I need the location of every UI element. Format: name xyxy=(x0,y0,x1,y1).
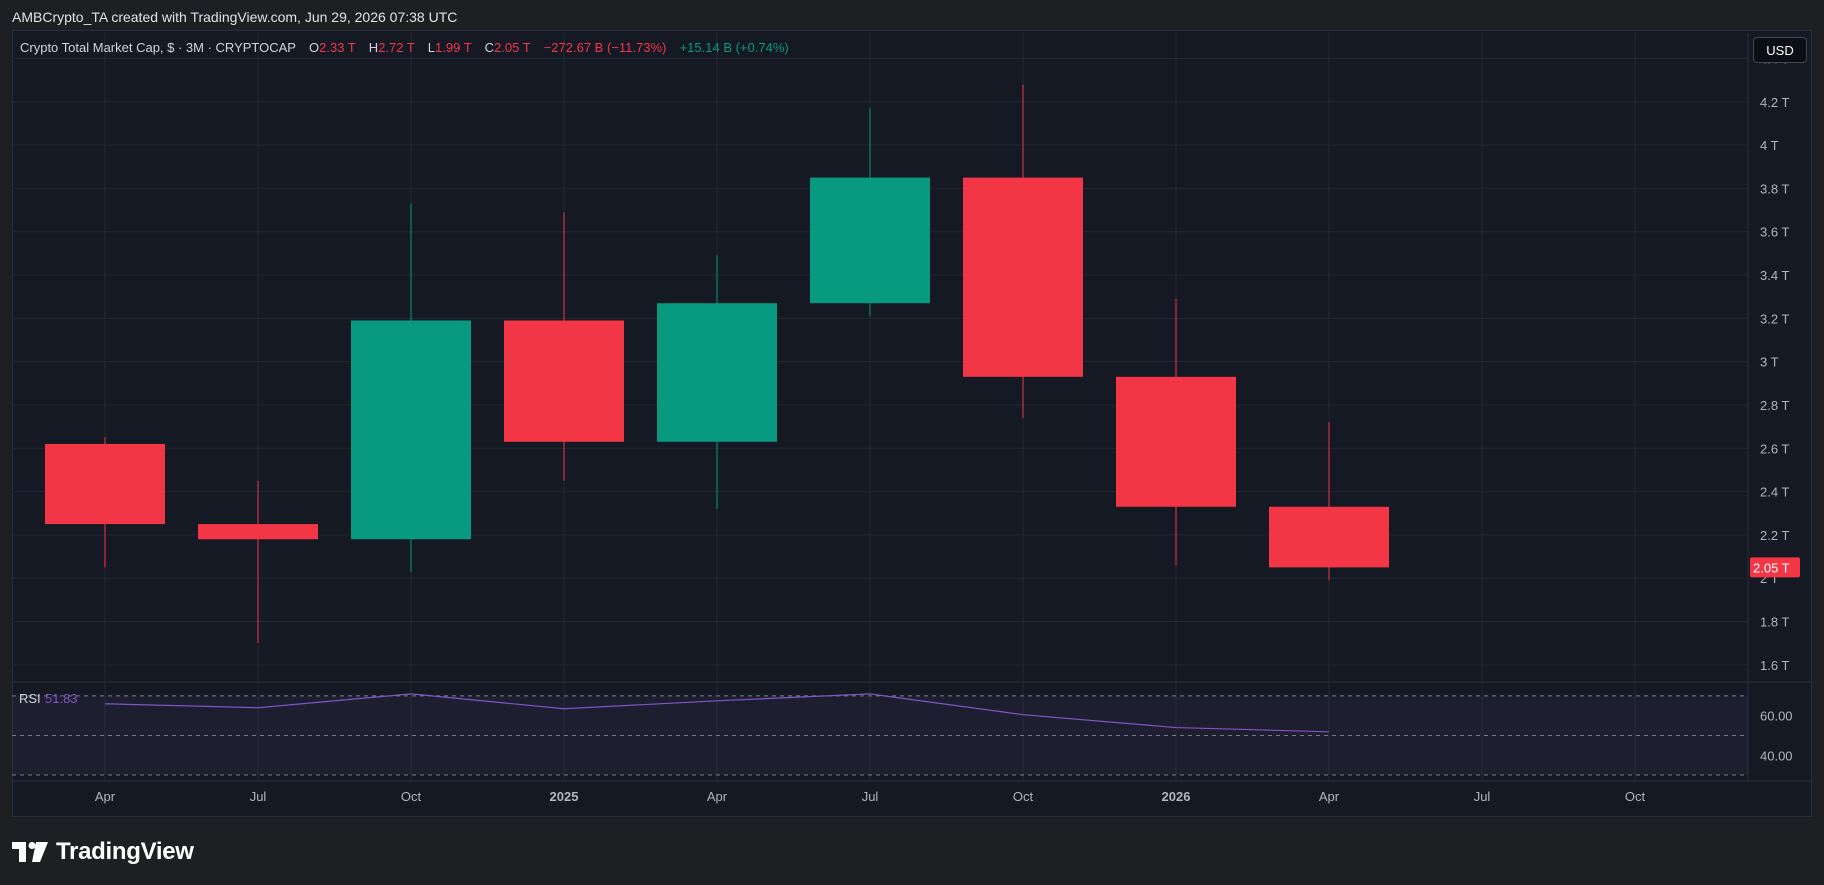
chart-attribution: AMBCrypto_TA created with TradingView.co… xyxy=(12,9,458,25)
price-tick-label: 2.4 T xyxy=(1760,485,1789,500)
price-tick-label: 3 T xyxy=(1760,355,1779,370)
tradingview-logo[interactable]: TradingView xyxy=(12,838,194,866)
time-tick-label: Oct xyxy=(1625,789,1646,804)
rsi-tick-label: 40.00 xyxy=(1760,748,1793,763)
time-tick-label: Apr xyxy=(707,789,728,804)
time-tick-label: Apr xyxy=(1319,789,1340,804)
time-tick-label: Jul xyxy=(862,789,879,804)
price-tick-label: 3.6 T xyxy=(1760,225,1789,240)
rsi-label: RSI xyxy=(19,691,41,706)
high-label: H xyxy=(368,40,379,55)
last-price-badge xyxy=(1750,557,1800,578)
symbol-title: Crypto Total Market Cap, $ · 3M · CRYPTO… xyxy=(20,40,296,55)
rsi-tick-label: 60.00 xyxy=(1760,709,1793,724)
low-value: 1.99 T xyxy=(435,40,472,55)
time-tick-label: Apr xyxy=(95,789,116,804)
low-label: L xyxy=(427,40,436,55)
candle-body[interactable] xyxy=(198,524,318,540)
candle-body[interactable] xyxy=(1269,506,1389,568)
price-tick-label: 3.2 T xyxy=(1760,311,1789,326)
time-tick-label: Jul xyxy=(250,789,267,804)
price-tick-label: 3.4 T xyxy=(1760,268,1789,283)
high-value: 2.72 T xyxy=(378,40,415,55)
candle-body[interactable] xyxy=(963,177,1083,377)
time-tick-label: Oct xyxy=(401,789,422,804)
chart-frame xyxy=(12,30,1812,817)
tradingview-logo-text: TradingView xyxy=(56,838,194,865)
candle-body[interactable] xyxy=(504,320,624,442)
time-tick-label: 2026 xyxy=(1162,789,1191,804)
price-tick-label: 2.2 T xyxy=(1760,528,1789,543)
price-tick-label: 1.8 T xyxy=(1760,615,1789,630)
close-value: 2.05 T xyxy=(494,40,531,55)
open-value: 2.33 T xyxy=(319,40,356,55)
price-tick-label: 3.8 T xyxy=(1760,181,1789,196)
candle-body[interactable] xyxy=(1116,376,1236,507)
change-value: −272.67 B (−11.73%) xyxy=(543,40,667,55)
price-tick-label: 2.6 T xyxy=(1760,441,1789,456)
time-tick-label: Jul xyxy=(1474,789,1491,804)
currency-button[interactable]: USD xyxy=(1753,37,1807,63)
close-label: C xyxy=(484,40,495,55)
price-tick-label: 4 T xyxy=(1760,138,1779,153)
candle-body[interactable] xyxy=(45,443,165,525)
price-tick-label: 4.2 T xyxy=(1760,95,1789,110)
price-tick-label: 1.6 T xyxy=(1760,658,1789,673)
tradingview-logo-icon xyxy=(12,842,48,862)
candle-body[interactable] xyxy=(810,177,930,304)
candle-body[interactable] xyxy=(657,303,777,442)
open-label: O xyxy=(309,40,320,55)
volume-value: +15.14 B (+0.74%) xyxy=(679,40,789,55)
time-tick-label: 2025 xyxy=(550,789,579,804)
time-tick-label: Oct xyxy=(1013,789,1034,804)
price-tick-label: 2.8 T xyxy=(1760,398,1789,413)
symbol-legend: Crypto Total Market Cap, $ · 3M · CRYPTO… xyxy=(20,40,789,55)
rsi-value: 51.83 xyxy=(45,691,78,706)
candle-body[interactable] xyxy=(351,320,471,540)
last-price-label: 2.05 T xyxy=(1753,560,1790,575)
